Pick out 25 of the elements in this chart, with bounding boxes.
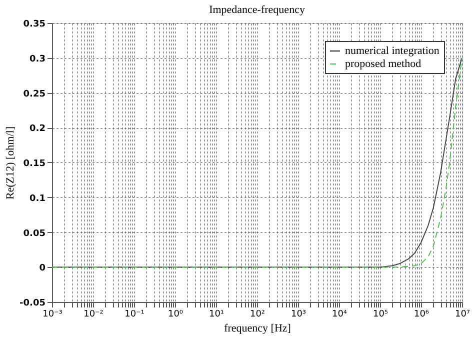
x-tick-label: 10⁶ — [414, 310, 430, 320]
x-tick-label: 10⁻¹ — [124, 310, 145, 320]
y-tick-label: 0.35 — [23, 20, 46, 30]
y-tick-label: 0.25 — [23, 89, 46, 100]
x-tick-label: 10³ — [290, 310, 306, 320]
x-tick-label: 10⁻² — [84, 310, 104, 320]
y-tick-label: 0.2 — [30, 124, 46, 134]
x-axis-title: frequency [Hz] — [224, 322, 291, 334]
x-tick-label: 10⁰ — [168, 310, 184, 320]
y-tick-label: 0.05 — [23, 228, 46, 239]
x-tick-label: 10¹ — [208, 310, 224, 320]
legend-label: proposed method — [345, 58, 422, 70]
chart-title: Impedance-frequency — [209, 4, 306, 16]
x-tick-label: 10⁵ — [372, 310, 388, 320]
x-tick-label: 10⁻³ — [42, 310, 63, 320]
y-tick-label: -0.05 — [20, 298, 46, 308]
x-tick-label: 10² — [250, 310, 266, 320]
y-tick-label: 0.1 — [30, 194, 46, 204]
x-tick-label: 10⁴ — [332, 310, 348, 320]
x-tick-label: 10⁷ — [454, 310, 470, 320]
legend-label: numerical integration — [345, 45, 440, 57]
y-tick-label: 0.15 — [23, 159, 46, 169]
y-tick-label: 0.3 — [30, 54, 46, 64]
y-tick-label: 0 — [39, 264, 46, 274]
y-axis-title: Re(Z12) [ohm/l] — [4, 126, 17, 200]
